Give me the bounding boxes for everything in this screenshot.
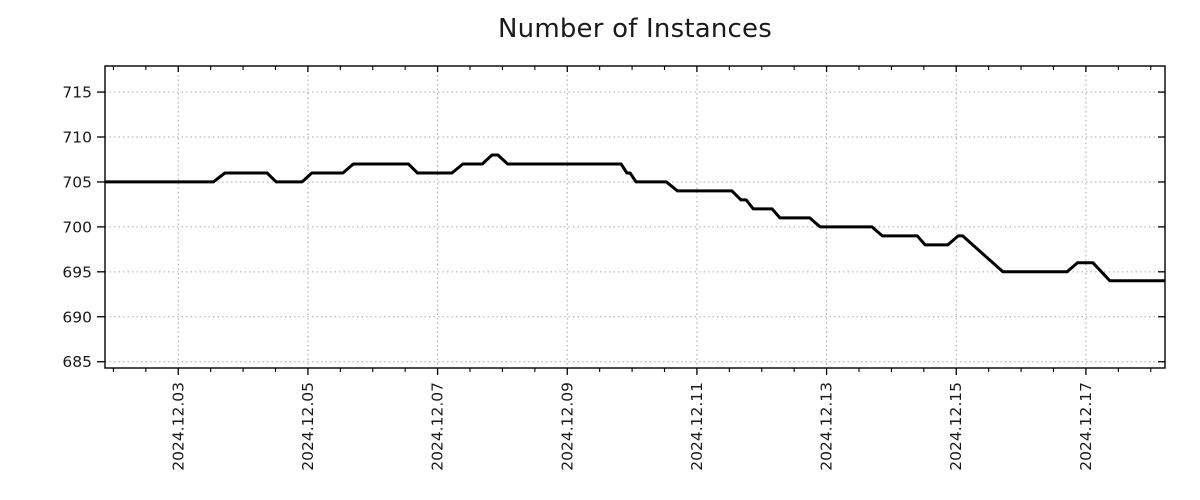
x-tick-label: 2024.12.11 [688,382,706,471]
x-tick-label: 2024.12.05 [299,382,317,471]
y-tick-label: 690 [62,308,92,326]
plot-border [104,65,1166,369]
x-tick-label: 2024.12.15 [947,382,965,471]
y-tick-label: 700 [62,218,92,236]
chart-title: Number of Instances [498,14,772,44]
y-tick-label: 685 [62,353,92,371]
series-line-instances [105,153,1165,283]
x-tick-label: 2024.12.09 [558,382,576,471]
y-tick-label: 715 [62,84,92,102]
y-tick-label: 710 [62,129,92,147]
x-tick-label: 2024.12.17 [1077,382,1095,471]
x-tick-label: 2024.12.07 [429,382,447,471]
y-tick-label: 705 [62,173,92,191]
y-tick-label: 695 [62,263,92,281]
x-tick-label: 2024.12.03 [169,382,187,471]
x-tick-label: 2024.12.13 [818,382,836,471]
